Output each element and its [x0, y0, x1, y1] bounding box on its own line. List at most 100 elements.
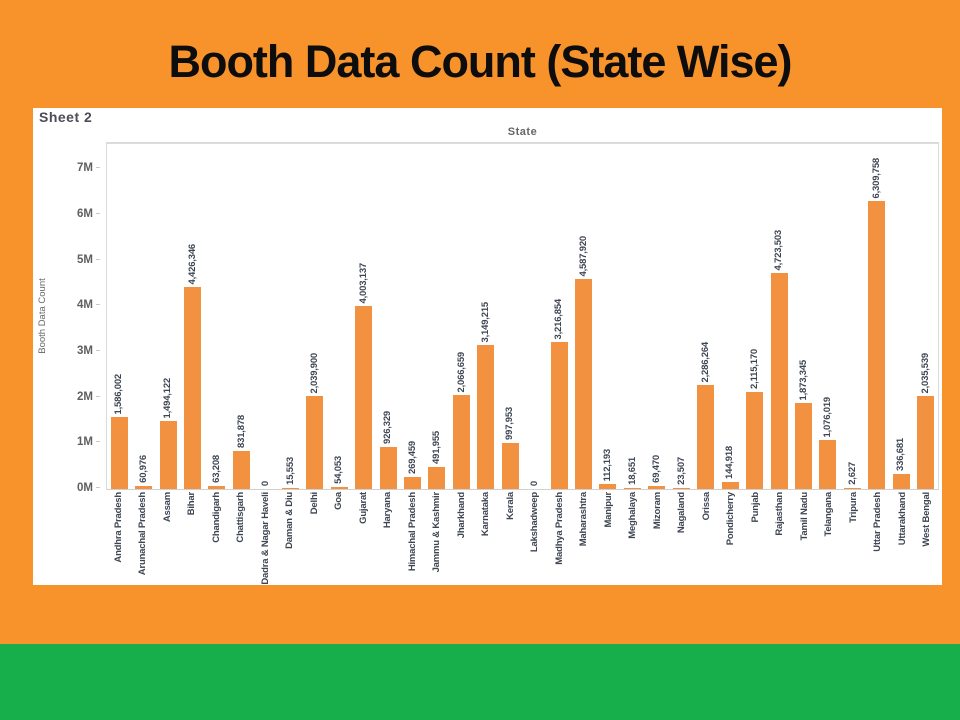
bar[interactable] [746, 392, 764, 489]
x-axis-divider [106, 142, 939, 143]
y-tick-mark [96, 212, 100, 214]
x-axis-label: Telangana [823, 492, 834, 537]
bar-cell: 269,459 [400, 144, 424, 489]
x-axis-label: Chandigarh [210, 492, 222, 543]
bar[interactable] [208, 486, 226, 489]
bar-cell: 926,329 [376, 144, 400, 489]
x-label-cell: Delhi [302, 492, 327, 514]
y-tick-mark [96, 258, 100, 260]
bar-cell: 60,976 [131, 144, 155, 489]
bar-cell: 1,873,345 [791, 144, 815, 489]
bar-cell: 4,723,503 [767, 144, 791, 489]
y-tick-mark [96, 349, 100, 351]
x-label-cell: Nagaland [670, 492, 695, 533]
bar[interactable] [501, 443, 519, 489]
bar-value-label: 63,208 [211, 455, 223, 483]
bar[interactable] [550, 342, 568, 489]
bar[interactable] [672, 488, 690, 489]
x-axis-label: Tamil Nadu [798, 492, 810, 541]
x-axis-label: Uttar Pradesh [872, 492, 883, 552]
footer-band [0, 644, 960, 720]
bar[interactable] [917, 396, 935, 489]
y-tick-label: 5M [77, 253, 93, 266]
bar[interactable] [159, 421, 177, 489]
x-axis-label: Jharkhand [455, 492, 467, 539]
x-label-cell: Dadra & Nagar Haveli [253, 492, 278, 585]
bar-cell: 144,918 [718, 144, 742, 489]
bar[interactable] [721, 482, 739, 489]
bar[interactable] [843, 488, 861, 489]
bar[interactable] [135, 486, 153, 489]
x-axis-label: Rajasthan [774, 492, 785, 536]
bar-cell: 0 [254, 144, 278, 489]
x-label-cell: Uttarakhand [890, 492, 915, 545]
x-axis-label: Haryana [382, 492, 393, 529]
bar-cell: 69,470 [645, 144, 669, 489]
x-label-cell: Bihar [180, 492, 205, 515]
bar[interactable] [403, 477, 421, 489]
bar[interactable] [623, 488, 641, 489]
bar[interactable] [819, 440, 837, 489]
x-axis-label: Uttarakhand [896, 492, 908, 546]
bar[interactable] [452, 395, 470, 489]
bar-value-label: 112,193 [602, 448, 614, 481]
x-axis-label: Mizoram [651, 492, 663, 530]
bar[interactable] [770, 273, 788, 489]
bar-value-label: 60,976 [137, 455, 149, 483]
bar[interactable] [184, 287, 202, 489]
x-axis-label: Bihar [186, 492, 197, 516]
x-axis-label: Karnataka [480, 492, 491, 537]
x-axis-label: Assam [161, 492, 173, 523]
bar-cell: 54,053 [327, 144, 351, 489]
bar[interactable] [575, 279, 593, 489]
x-label-cell: Meghalaya [621, 492, 646, 539]
bar[interactable] [697, 385, 715, 489]
x-axis-title: State [507, 126, 538, 138]
x-label-cell: Karnataka [474, 492, 499, 536]
bar-value-label: 4,003,137 [357, 262, 369, 303]
bar[interactable] [648, 486, 666, 489]
x-axis-label: Meghalaya [627, 492, 638, 539]
bar-cell: 2,627 [840, 144, 864, 489]
bar-cell: 997,953 [498, 144, 522, 489]
bar-cell: 2,115,170 [742, 144, 766, 489]
bar-value-label: 1,586,002 [113, 373, 125, 414]
bar[interactable] [306, 396, 324, 489]
bar[interactable] [892, 474, 910, 489]
x-axis-label: Tripura [847, 492, 859, 523]
bar-value-label: 0 [260, 480, 272, 486]
bar-value-label: 23,507 [675, 457, 687, 485]
bar[interactable] [794, 403, 812, 489]
bar[interactable] [428, 467, 446, 489]
bar[interactable] [379, 447, 397, 489]
bar[interactable] [110, 417, 128, 489]
bar[interactable] [868, 201, 886, 489]
bar[interactable] [330, 487, 348, 489]
bar-value-label: 4,723,503 [773, 229, 785, 270]
bar-cell: 1,586,002 [107, 144, 131, 489]
bar-cell: 3,216,854 [547, 144, 571, 489]
x-label-cell: Tamil Nadu [792, 492, 817, 541]
bar-value-label: 336,681 [895, 438, 907, 471]
bar[interactable] [281, 488, 299, 489]
x-label-cell: Daman & Diu [278, 492, 303, 549]
bar[interactable] [477, 345, 495, 489]
x-axis-label: Gujarat [357, 492, 369, 524]
x-axis-label: Punjab [749, 492, 761, 523]
x-label-cell: Jammu & Kashmir [425, 492, 450, 572]
bar-value-label: 2,286,264 [699, 341, 711, 382]
bar-cell: 2,035,539 [913, 144, 937, 489]
bar-cell: 18,651 [620, 144, 644, 489]
x-axis-label: Delhi [308, 492, 320, 515]
x-label-cell: Punjab [743, 492, 768, 522]
bar-cell: 2,286,264 [694, 144, 718, 489]
x-label-cell: Haryana [376, 492, 401, 528]
bar[interactable] [232, 451, 250, 489]
bar-value-label: 926,329 [382, 411, 394, 444]
x-axis-label: Madhya Pradesh [553, 492, 565, 565]
x-axis-label: Pondicherry [725, 492, 736, 546]
bar[interactable] [355, 306, 373, 489]
bar[interactable] [599, 484, 617, 489]
bar-value-label: 3,216,854 [553, 298, 565, 339]
bar-cell: 831,878 [229, 144, 253, 489]
